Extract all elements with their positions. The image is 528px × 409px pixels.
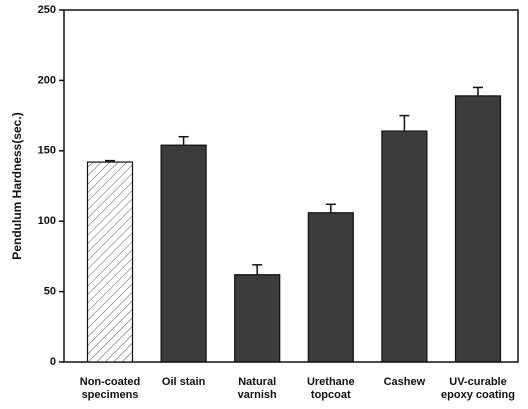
x-tick-label: UV-curable [449, 376, 506, 388]
bar [234, 274, 281, 363]
bar [86, 161, 134, 363]
x-tick-label: Natural [238, 376, 276, 388]
x-tick-label: Non-coated [80, 376, 141, 388]
plot-frame [63, 9, 519, 363]
y-tick-label: 200 [38, 74, 56, 86]
x-tick-label: varnish [238, 389, 277, 401]
x-tick-label: specimens [82, 389, 139, 401]
x-tick-label: Urethane [307, 376, 355, 388]
y-tick-label: 250 [38, 4, 56, 16]
y-tick-label: 50 [44, 286, 56, 298]
y-axis-label: Pendulum Hardness(sec.) [10, 112, 24, 259]
bar [160, 144, 207, 363]
y-tick-label: 100 [38, 215, 56, 227]
bar [381, 130, 428, 363]
bar [454, 95, 502, 363]
x-tick-label: Cashew [384, 376, 426, 388]
y-tick-label: 0 [50, 356, 56, 368]
x-tick-label: topcoat [311, 389, 351, 401]
x-tick-label: Oil stain [162, 376, 206, 388]
y-tick-label: 150 [38, 145, 56, 157]
x-tick-label: epoxy coating [441, 389, 515, 401]
bar [307, 212, 354, 363]
